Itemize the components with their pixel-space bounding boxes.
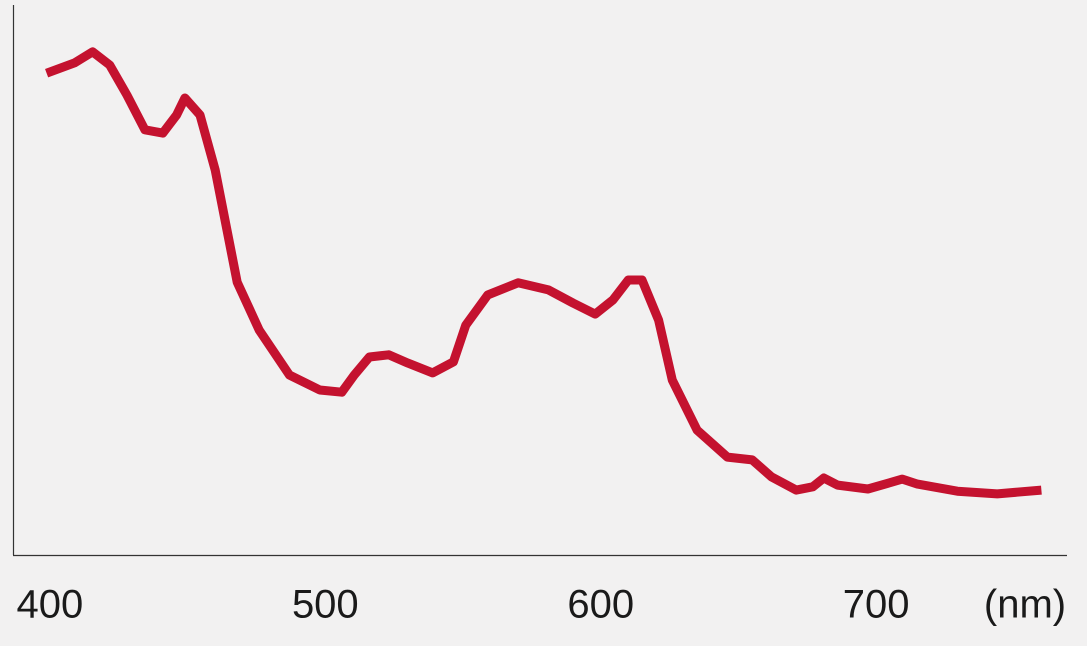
data-line [45,47,1042,499]
x-tick-label: 700 [843,583,910,627]
x-axis-label: (nm) [984,583,1066,627]
x-tick-label: 400 [17,583,84,627]
x-tick-label: 500 [292,583,359,627]
x-tick-label: 600 [567,583,634,627]
